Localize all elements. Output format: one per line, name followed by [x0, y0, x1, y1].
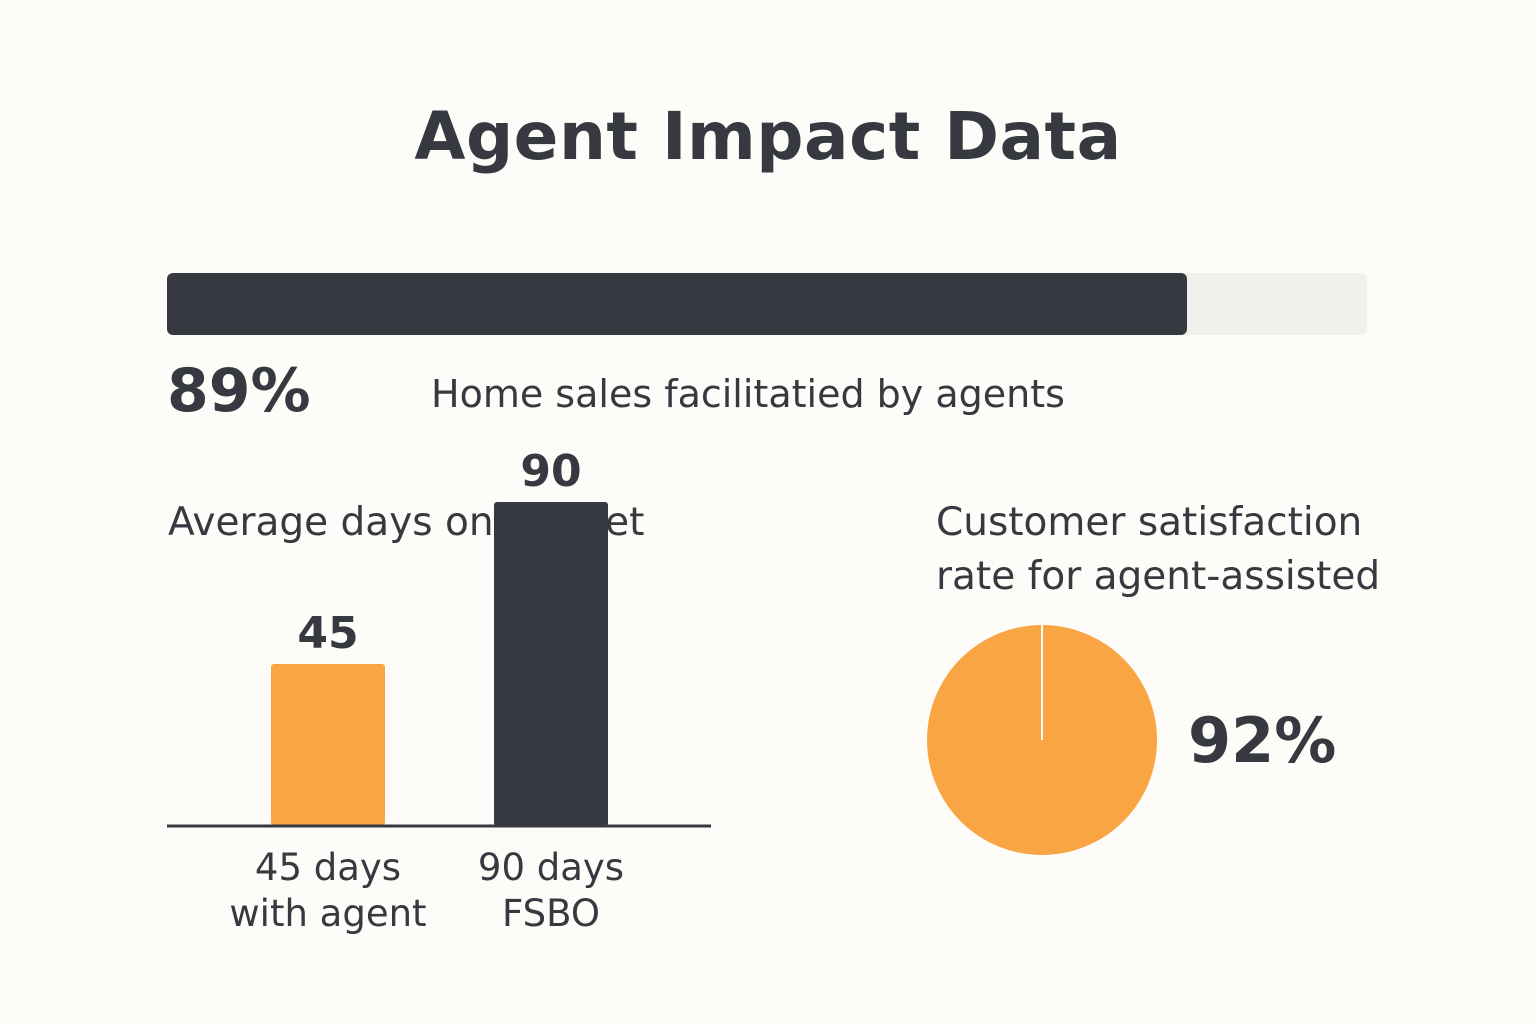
bar-category-label-0-0: 45 days — [255, 846, 401, 889]
agent-sales-percentage: 89% — [167, 356, 311, 426]
satisfaction-percentage: 92% — [1188, 704, 1337, 777]
bar-category-label-0-1: with agent — [229, 892, 426, 935]
agent-sales-progress-track — [167, 273, 1367, 335]
bar-value-label-0: 45 — [297, 608, 358, 659]
bar-1 — [494, 502, 608, 826]
page-title: Agent Impact Data — [414, 98, 1122, 175]
bar-category-label-1-1: FSBO — [502, 892, 600, 935]
bar-0 — [271, 664, 385, 826]
bar-value-label-1: 90 — [520, 446, 581, 497]
pie-chart-title: Customer satisfaction rate for agent-ass… — [936, 500, 1381, 599]
agent-sales-progress-fill — [167, 273, 1187, 335]
bar-category-label-1-0: 90 days — [478, 846, 624, 889]
agent-sales-label: Home sales facilitatied by agents — [431, 372, 1065, 416]
